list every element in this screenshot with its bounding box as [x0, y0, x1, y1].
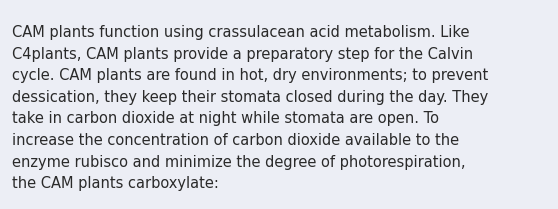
Text: CAM plants function using crassulacean acid metabolism. Like
C4plants, CAM plant: CAM plants function using crassulacean a…	[12, 25, 488, 191]
